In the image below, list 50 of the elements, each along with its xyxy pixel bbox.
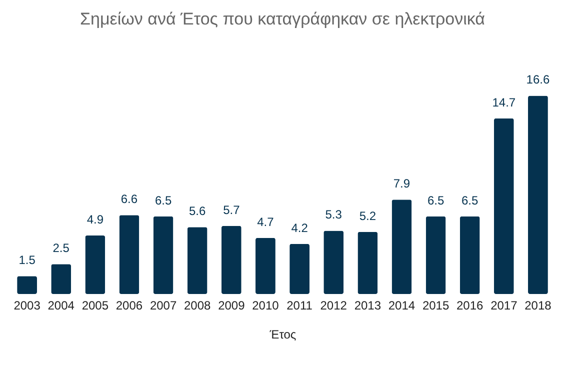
data-label: 14.7	[492, 95, 516, 110]
data-label: 4.9	[86, 212, 104, 226]
x-tick-label: 2014	[388, 298, 416, 312]
x-tick-label: 2016	[456, 298, 484, 312]
bar	[528, 96, 548, 294]
chart-title: Σημείων ανά Έτος που καταγράφηκαν σε ηλεκτρονικά	[80, 10, 486, 29]
bar	[426, 216, 446, 294]
x-tick-label: 2012	[320, 298, 348, 312]
x-tick-label: 2011	[286, 298, 313, 312]
data-label: 5.2	[359, 208, 376, 223]
data-label: 6.5	[154, 193, 172, 208]
data-label: 5.6	[189, 204, 206, 218]
bar	[17, 276, 37, 294]
bar	[51, 264, 72, 294]
data-label: 4.7	[257, 214, 274, 229]
x-tick-label: 2005	[82, 298, 109, 312]
data-label: 7.9	[393, 176, 410, 191]
bar	[119, 215, 140, 294]
bar	[153, 216, 174, 294]
data-label: 1.5	[18, 253, 36, 268]
x-axis-title: Έτος	[268, 328, 296, 342]
bar	[358, 232, 378, 294]
x-tick-label: 2007	[150, 298, 177, 312]
bar	[256, 238, 276, 294]
x-tick-label: 2017	[490, 298, 518, 312]
x-tick-label: 2018	[524, 298, 552, 312]
x-tick-label: 2004	[48, 298, 75, 312]
data-label: 5.3	[325, 208, 342, 222]
x-tick-label: 2010	[252, 298, 280, 312]
data-label: 4.2	[291, 220, 308, 235]
data-label: 16.6	[526, 72, 550, 87]
data-label: 5.7	[223, 202, 240, 217]
x-tick-label: 2015	[422, 298, 450, 312]
bar	[460, 216, 480, 294]
data-label: 2.5	[52, 241, 70, 256]
data-label: 6.6	[120, 192, 138, 206]
x-tick-label: 2009	[218, 298, 246, 312]
bar	[221, 226, 242, 294]
x-tick-label: 2013	[354, 298, 382, 312]
bar	[85, 235, 106, 294]
data-label: 6.5	[462, 193, 479, 208]
x-tick-label: 2008	[184, 298, 212, 312]
bar	[290, 244, 310, 294]
x-tick-label: 2006	[116, 298, 143, 312]
bar	[324, 230, 344, 294]
x-tick-label: 2003	[14, 298, 41, 312]
bar	[392, 200, 412, 294]
bar	[494, 118, 514, 294]
data-label: 6.5	[427, 193, 444, 208]
bar	[187, 227, 208, 294]
